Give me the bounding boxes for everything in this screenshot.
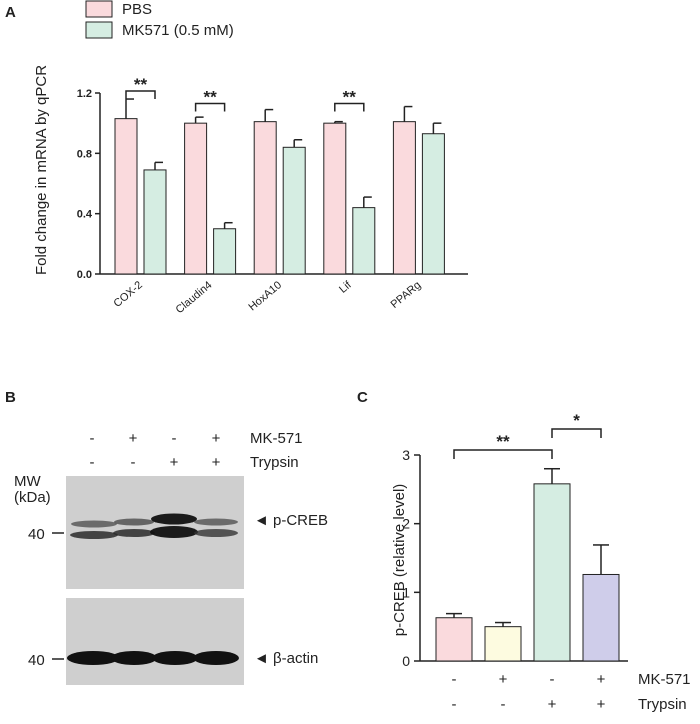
panel-c-letter: C — [357, 389, 368, 406]
pcreb-bands — [70, 513, 238, 539]
blot-mk571-label: MK-571 — [250, 430, 303, 447]
panel-c-trypsin-label: Trypsin — [638, 696, 687, 713]
blot-mw-label: MW — [14, 473, 41, 490]
blot-pcreb-label: ◄ p-CREB — [254, 512, 328, 529]
panel-a-y-tick-label: 1.2 — [77, 88, 92, 100]
band — [194, 518, 238, 526]
blot-kda-label: (kDa) — [14, 489, 51, 506]
panel-c-y-tick-label: 2 — [402, 516, 410, 532]
panel-c-conditions: - + - + - - + + MK-571 Trypsin — [452, 671, 691, 713]
panel-c-significance-label: * — [573, 411, 580, 430]
panel-c-mk571-sign: - — [550, 671, 555, 688]
blot-trypsin-label: Trypsin — [250, 454, 299, 471]
panel-a-bar — [282, 146, 306, 275]
band — [111, 651, 157, 665]
panel-a-y-tick-label: 0.4 — [77, 209, 93, 221]
panel-a-significance-bracket — [194, 102, 226, 112]
band — [114, 518, 154, 526]
blot-trypsin-sign: - — [131, 454, 136, 471]
panel-a-bar — [143, 169, 167, 275]
legend-swatch-mk571 — [85, 21, 113, 39]
panel-a-significance: ** ** ** — [125, 75, 365, 112]
band — [67, 651, 119, 665]
panel-a-tick-labels: COX-2 Claudin4 HoxA10 Lif PPARg — [111, 279, 423, 317]
legend-label-mk571: MK571 (0.5 mM) — [122, 22, 234, 39]
panel-c-significance: *** — [453, 411, 602, 459]
blot-membrane-actin — [66, 598, 244, 685]
blot-trypsin-sign: + — [212, 454, 221, 471]
blot-actin-label: ◄ β-actin — [254, 650, 318, 667]
blot-trypsin-sign: + — [170, 454, 179, 471]
panel-b-letter: B — [5, 389, 16, 406]
panel-a-bar — [114, 118, 138, 275]
panel-a-significance-bracket — [125, 90, 156, 100]
panel-c-bar — [533, 483, 571, 662]
band — [152, 651, 198, 665]
band — [151, 513, 197, 525]
panel-a-y-tick-label: 0.8 — [77, 148, 92, 160]
panel-a-x-tick-label: Claudin4 — [174, 279, 215, 316]
panel-c-bar — [582, 573, 620, 662]
panel-a-x-tick-label: Lif — [337, 279, 354, 296]
panel-a-bar — [392, 121, 416, 275]
panel-a-y-axis-title: Fold change in mRNA by qPCR — [33, 65, 50, 275]
band — [70, 531, 118, 539]
panel-c-bar — [435, 617, 473, 662]
panel-a-bar — [184, 122, 208, 275]
panel-c-mk571-sign: - — [452, 671, 457, 688]
panel-c-bars — [435, 467, 620, 662]
panel-a-y-tick-label: 0.0 — [77, 269, 92, 281]
panel-a-x-tick-label: PPARg — [389, 279, 424, 311]
panel-c-y-tick-label: 0 — [402, 653, 410, 669]
panel-a-letter: A — [5, 4, 16, 21]
band — [194, 529, 238, 537]
actin-bands — [67, 651, 239, 665]
blot-mk571-sign: - — [90, 430, 95, 447]
band — [193, 651, 239, 665]
panel-a-bar — [352, 207, 376, 275]
panel-c-y-axis-title: p-CREB (relative level) — [391, 484, 408, 637]
panel-c-significance-bracket — [453, 449, 553, 459]
panel-a-significance-label: ** — [134, 75, 148, 94]
band — [150, 526, 198, 538]
blot-mk571-sign: + — [129, 430, 138, 447]
panel-c-mk571-label: MK-571 — [638, 671, 691, 688]
panel-a-x-tick-label: COX-2 — [111, 279, 144, 310]
blot-mk571-sign: + — [212, 430, 221, 447]
panel-c-significance-bracket — [551, 428, 602, 438]
panel-c-trypsin-sign: + — [548, 696, 557, 713]
panel-a-bar — [323, 122, 347, 275]
panel-c-significance-label: ** — [496, 432, 510, 451]
panel-c-y-tick-label: 3 — [402, 447, 410, 463]
blot-mw-40-bottom: 40 — [28, 652, 45, 669]
panel-c-y-tick-label: 1 — [402, 584, 410, 600]
legend-label-pbs: PBS — [122, 1, 152, 18]
panel-a-bar — [253, 121, 277, 275]
panel-a-chart: PBS MK571 (0.5 mM) Fold change in mRNA b… — [33, 0, 468, 317]
panel-c-bar — [484, 626, 522, 662]
band — [113, 529, 155, 537]
panel-c-mk571-sign: + — [597, 671, 606, 688]
blot-trypsin-sign: - — [90, 454, 95, 471]
panel-a-significance-label: ** — [203, 88, 217, 107]
panel-c-trypsin-sign: + — [597, 696, 606, 713]
band — [71, 520, 117, 528]
blot-mk571-sign: - — [172, 430, 177, 447]
blot-condition-rows: - + - + - - + + — [90, 430, 221, 471]
panel-a-bar — [213, 228, 237, 275]
legend-swatch-pbs — [85, 0, 113, 18]
panel-c-trypsin-sign: - — [501, 696, 506, 713]
panel-c-mk571-sign: + — [499, 671, 508, 688]
panel-a-significance-bracket — [334, 102, 365, 112]
panel-a-x-tick-label: HoxA10 — [246, 279, 284, 313]
panel-a-bar — [421, 133, 445, 275]
blot-mw-40-top: 40 — [28, 526, 45, 543]
panel-b-western-blot: - + - + - - + + MK-571 Trypsin MW (kDa) 40 ◄ p-… — [14, 430, 328, 685]
panel-a-significance-label: ** — [343, 88, 357, 107]
panel-a-bars — [114, 98, 445, 275]
panel-c-trypsin-sign: - — [452, 696, 457, 713]
